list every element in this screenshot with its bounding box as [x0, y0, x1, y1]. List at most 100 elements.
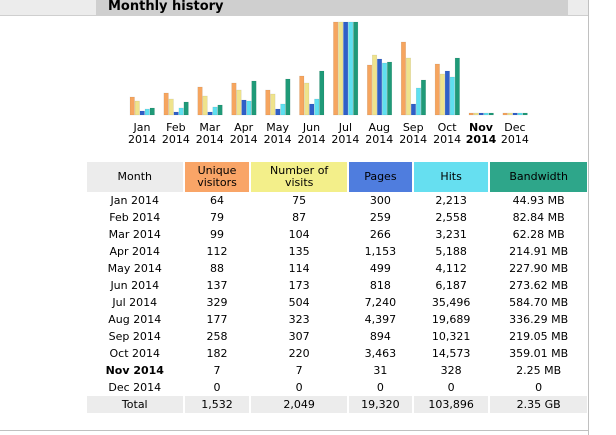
bar-pages-oct	[444, 70, 450, 116]
cell-hits: 10,321	[431, 330, 471, 343]
cell-pages: 259	[369, 211, 391, 224]
section-header: Monthly history	[0, 0, 588, 16]
month-label-jun: Jun	[302, 121, 320, 134]
cell-pages: 300	[369, 194, 391, 207]
cell-visitors: 182	[206, 347, 228, 360]
bar-visitors-apr	[231, 82, 237, 116]
bar-visitors-nov	[468, 112, 474, 116]
bar-hits-sep	[415, 87, 421, 116]
cell-visits: 104	[288, 228, 310, 241]
cell-pages: 4,397	[364, 313, 397, 326]
cell-pages: 894	[369, 330, 391, 343]
cell-pages: 818	[369, 279, 391, 292]
bar-hits-nov	[483, 112, 489, 116]
table-row: May 2014 88 114 499 4,112 227.90 MB	[87, 260, 587, 277]
bar-visits-may	[270, 93, 276, 116]
bar-hits-jan	[144, 108, 150, 116]
cell-visits: 504	[288, 296, 310, 309]
cell-hits: 5,188	[435, 245, 467, 258]
bar-visits-sep	[405, 57, 411, 116]
header-pages: Pages	[348, 162, 412, 192]
cell-hits: 3,231	[435, 228, 467, 241]
bar-hits-may	[280, 103, 286, 116]
cell-hits: 6,187	[435, 279, 467, 292]
bar-hits-mar	[212, 106, 218, 116]
bar-bandwidth_mb-sep	[420, 79, 426, 116]
cell-visitors: 0	[213, 381, 221, 394]
cell-visitors: 177	[206, 313, 228, 326]
section-title-tab	[96, 0, 568, 15]
bar-visits-jun	[304, 82, 310, 116]
bar-visitors-jun	[299, 75, 305, 116]
bar-visits-dec	[507, 112, 513, 116]
bar-pages-dec	[512, 112, 518, 116]
cell-visitors: 112	[206, 245, 228, 258]
bar-bandwidth_mb-nov	[488, 112, 494, 116]
bar-pages-sep	[410, 103, 416, 116]
month-label-mar: Mar	[199, 121, 220, 134]
table-body: Jan 2014 64 75 300 2,213 44.93 MB Feb 2014 79 87…	[87, 192, 587, 396]
bar-visitors-jan	[129, 96, 135, 116]
bar-hits-oct	[449, 76, 455, 116]
month-label-nov: Nov	[469, 121, 494, 134]
bar-visitors-sep	[400, 41, 406, 116]
bar-bandwidth_mb-jul	[353, 21, 359, 116]
bar-visitors-aug	[367, 64, 373, 116]
year-label-feb: 2014	[162, 133, 190, 146]
year-label-aug: 2014	[365, 133, 393, 146]
bar-pages-nov	[478, 112, 484, 116]
bar-bandwidth_mb-oct	[454, 57, 460, 116]
bar-pages-apr	[241, 99, 247, 116]
table-header-row: Month Unique visitors Number of visits Pag…	[87, 162, 587, 192]
month-label-oct: Oct	[438, 121, 458, 134]
cell-bandwidth: 273.62 MB	[509, 279, 569, 292]
cell-visitors: 99	[210, 228, 225, 241]
bar-pages-jan	[139, 110, 145, 116]
header-hits: Hits	[413, 162, 489, 192]
month-label-sep: Sep	[403, 121, 424, 134]
table-row: Jun 2014 137 173 818 6,187 273.62 MB	[87, 277, 587, 294]
cell-visitors: 79	[210, 211, 225, 224]
bar-visitors-may	[265, 89, 271, 116]
cell-bandwidth: 219.05 MB	[509, 330, 569, 343]
bar-visits-jan	[134, 100, 140, 116]
cell-hits: 19,689	[431, 313, 471, 326]
cell-visits: 0	[295, 381, 303, 394]
bar-bandwidth_mb-jan	[149, 107, 155, 116]
header-number-of-visits: Number of visits	[251, 162, 347, 192]
bar-visitors-mar	[197, 86, 203, 116]
cell-month: May 2014	[107, 262, 162, 275]
table-row: Feb 2014 79 87 259 2,558 82.84 MB	[87, 209, 587, 226]
table-row: Apr 2014 112 135 1,153 5,188 214.91 MB	[87, 243, 587, 260]
cell-visits: 75	[292, 194, 307, 207]
cell-month: Jun 2014	[110, 279, 160, 292]
month-label-may: May	[266, 121, 289, 134]
chart-month-labels: Jan2014Feb2014Mar2014Apr2014May2014Jun20…	[128, 121, 529, 146]
cell-visits: 323	[288, 313, 310, 326]
cell-month: Nov 2014	[105, 364, 164, 377]
cell-visits: 114	[288, 262, 310, 275]
year-label-dec: 2014	[501, 133, 529, 146]
table-row: Dec 2014 0 0 0 0 0	[87, 379, 587, 396]
bar-pages-aug	[377, 58, 383, 116]
month-label-feb: Feb	[166, 121, 185, 134]
cell-month: Feb 2014	[109, 211, 161, 224]
cell-visitors: 329	[206, 296, 228, 309]
cell-visitors: 137	[206, 279, 228, 292]
cell-month: Oct 2014	[109, 347, 161, 360]
bar-hits-dec	[517, 112, 523, 116]
cell-pages: 31	[373, 364, 388, 377]
bar-visits-feb	[168, 98, 174, 116]
bar-pages-jul	[343, 21, 349, 116]
year-label-jan: 2014	[128, 133, 156, 146]
bar-visits-oct	[439, 73, 445, 116]
table-row: Jul 2014 329 504 7,240 35,496 584.70 MB	[87, 294, 587, 311]
cell-visits: 307	[288, 330, 310, 343]
bar-pages-feb	[173, 111, 179, 116]
cell-month: Jul 2014	[112, 296, 158, 309]
bar-pages-mar	[207, 111, 213, 116]
bar-hits-jun	[314, 98, 320, 116]
cell-pages: 7,240	[364, 296, 397, 309]
cell-visits: 7	[295, 364, 303, 377]
cell-visitors: 88	[210, 262, 225, 275]
